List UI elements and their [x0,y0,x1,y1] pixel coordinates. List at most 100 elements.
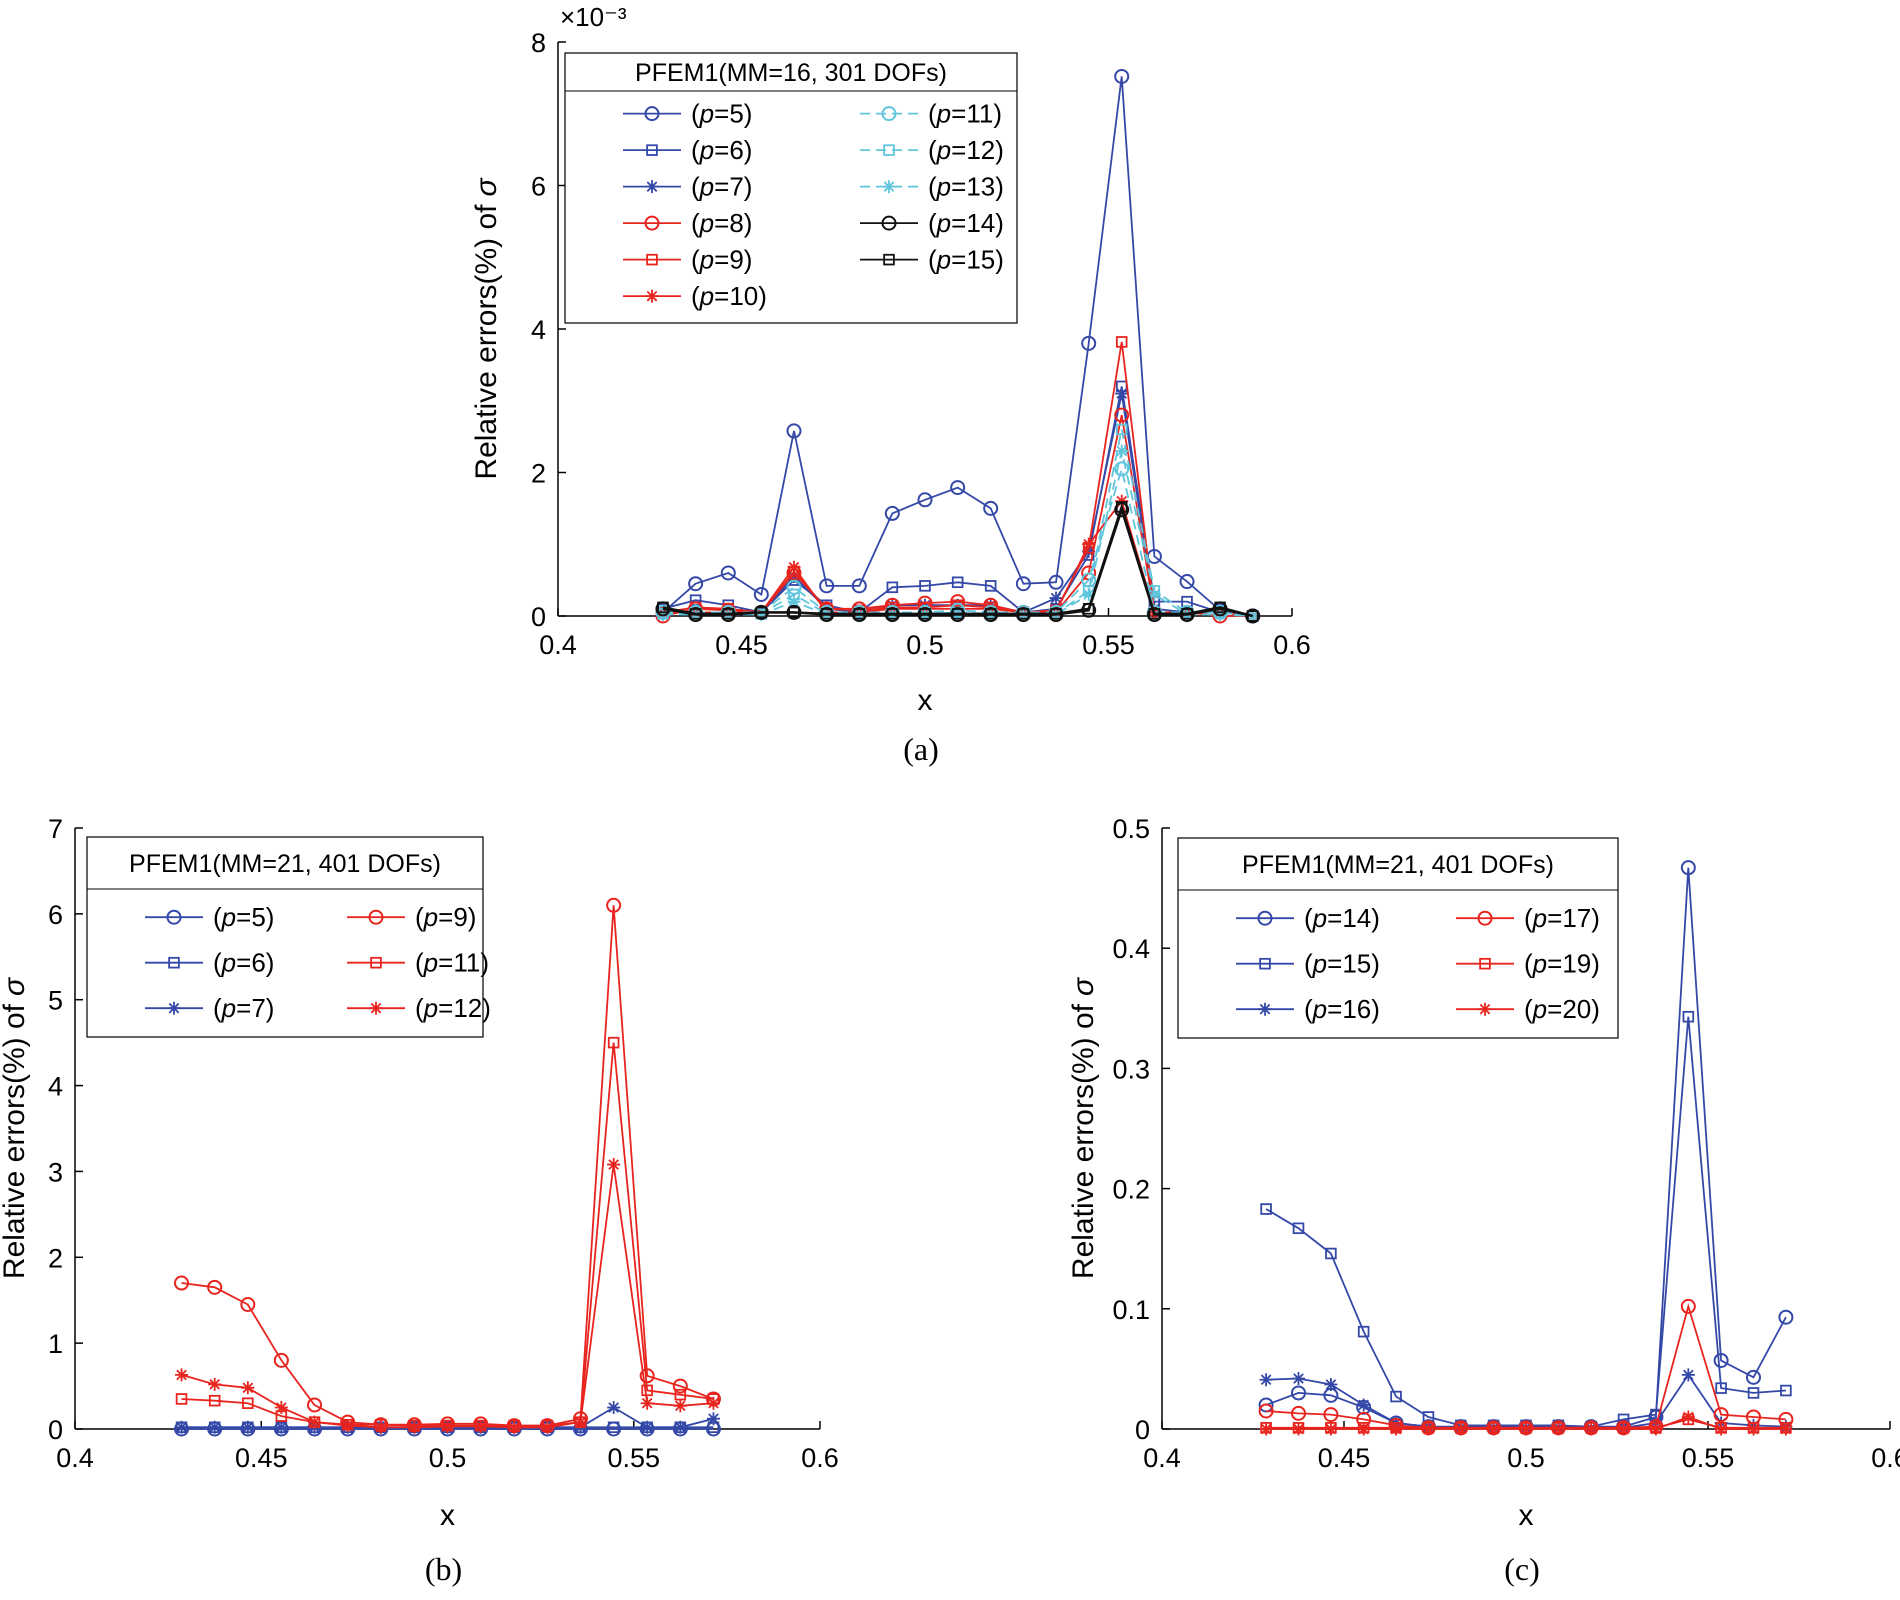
legend-label-prefix: ( [1304,949,1313,979]
legend: PFEM1(MM=16, 301 DOFs)(p=5)(p=6)(p=7)(p=… [564,52,1018,324]
panel-c: 0.4 0.45 0.5 0.55 0.6 0 0.1 0.2 0.3 0.4 0.5 x Relati… [1067,814,1900,1587]
legend-label-suffix: =15) [951,245,1004,275]
legend-label: (p=8) [691,208,752,238]
legend-label: (p=10) [691,281,767,311]
data-point-star [673,1420,687,1434]
series-line [662,414,1253,617]
data-point-square [1050,608,1062,620]
data-point-star [1082,544,1096,558]
series-line [662,386,1253,617]
data-point-star [1259,1422,1273,1436]
legend-marker-star [882,180,896,194]
data-point-square [607,1036,620,1049]
legend-marker-star [369,1001,383,1015]
data-point-star [1389,1422,1403,1436]
data-point-star [175,1368,189,1382]
legend-label-suffix: =5) [236,902,274,932]
y-tick-label: 5 [48,986,63,1016]
data-point-star [1584,1422,1598,1436]
y-tick-label: 2 [48,1243,63,1273]
series-p15 [657,501,1259,622]
legend-marker-circle [1477,910,1493,926]
legend-marker-circle [368,909,384,925]
data-point-square [1390,1390,1402,1403]
legend-label-suffix: =14) [1327,903,1380,933]
legend-label-var: p [1532,903,1547,933]
legend-item: (p=11) [347,948,489,978]
legend-label: (p=15) [1304,949,1380,979]
x-axis-label: x [440,1499,455,1532]
data-point-star [1551,1422,1565,1436]
panel-label: (a) [903,731,939,767]
legend-label-suffix: =7) [236,993,274,1023]
data-point-square [1181,608,1193,620]
data-point-circle [983,500,999,516]
y-tick-label: 0.2 [1112,1175,1150,1205]
legend-label: (p=5) [213,902,274,932]
y-tick-label: 6 [48,900,63,930]
data-point-square [755,606,768,619]
series-p12 [657,423,1259,622]
x-tick-label: 0.5 [906,630,944,660]
sigma-symbol: σ [0,976,31,996]
y-tick-label: 0.1 [1112,1295,1150,1325]
data-point-square [242,1397,254,1410]
legend-label-var: p [1312,949,1327,979]
legend-title: PFEM1(MM=21, 401 DOFs) [129,850,441,878]
legend-label: (p=14) [1304,903,1380,933]
data-point-circle [851,578,867,594]
data-point-square [208,1394,221,1407]
x-tick-label: 0.55 [607,1443,660,1473]
data-point-circle [1114,407,1130,423]
data-point-circle [720,565,736,581]
legend-marker-star [1258,1002,1272,1016]
legend-label-suffix: =14) [951,208,1004,238]
series-p8 [655,407,1261,624]
data-point-star [1115,387,1129,401]
data-point-square [1747,1387,1760,1399]
data-point-circle [1291,1385,1306,1401]
sigma-symbol: σ [1067,976,1100,996]
data-point-star [341,1419,355,1433]
data-point-circle [1081,335,1097,351]
legend-label-suffix: =11) [438,948,489,978]
data-point-square [951,576,964,589]
legend-item: (p=14) [1236,903,1380,933]
data-point-star [1357,1422,1371,1436]
data-point-star [407,1420,421,1434]
data-point-star [374,1420,388,1434]
data-point-square [1246,610,1259,622]
data-point-square [1115,336,1128,348]
panel-label: (b) [425,1551,462,1587]
legend-label-prefix: ( [928,99,937,129]
legend-label-prefix: ( [1524,994,1533,1024]
legend-label: (p=11) [928,99,1002,129]
legend-label-var: p [221,902,236,932]
data-point-square [1325,1247,1337,1260]
data-point-circle [174,1275,190,1291]
panel-label: (c) [1504,1551,1540,1587]
legend-item: (p=16) [1236,994,1380,1024]
legend-marker-star [645,180,659,194]
legend-item: (p=9) [347,902,476,932]
data-point-circle [240,1297,256,1313]
legend-label-var: p [936,135,951,165]
data-point-circle [688,576,704,592]
data-point-star [441,1419,454,1433]
legend-label-prefix: ( [415,993,424,1023]
legend-label: (p=14) [928,208,1004,238]
x-tick-label: 0.55 [1082,630,1135,660]
y-tick-label: 2 [531,459,546,489]
series-line [181,1164,714,1429]
data-point-star [1747,1422,1760,1436]
legend-item: (p=5) [623,99,752,129]
legend-label-var: p [1532,949,1547,979]
data-point-circle [786,423,802,439]
legend-label-suffix: =20) [1547,994,1600,1024]
legend-label-prefix: ( [415,902,424,932]
legend-item: (p=11) [860,99,1002,129]
data-point-star [1681,1368,1695,1382]
data-point-star [673,1399,687,1413]
data-point-square [689,608,702,620]
